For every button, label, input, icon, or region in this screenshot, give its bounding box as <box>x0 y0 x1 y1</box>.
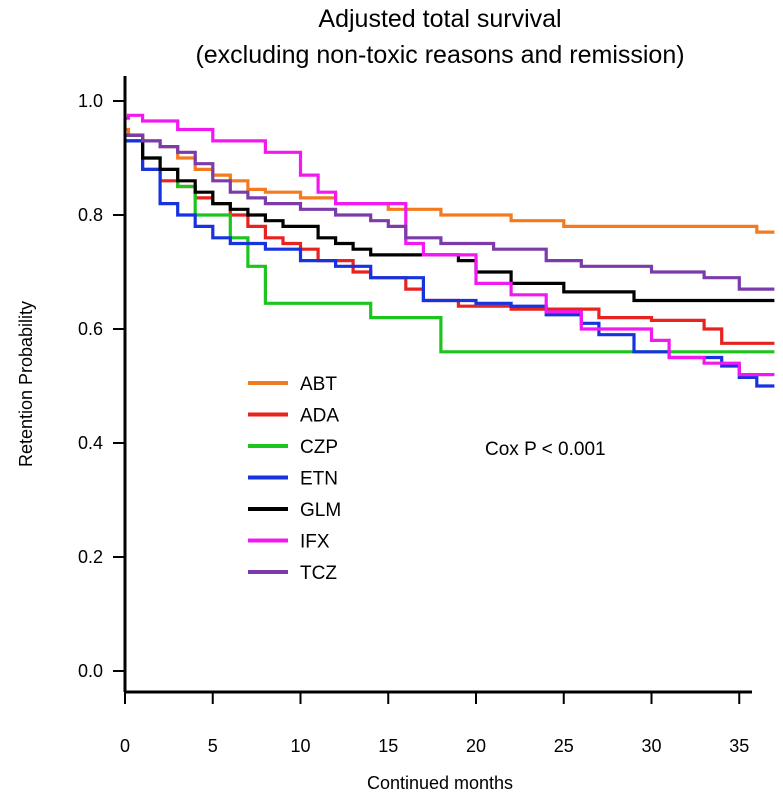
legend-label-tcz: TCZ <box>300 563 337 584</box>
y-tick-label: 0.6 <box>78 319 103 339</box>
x-tick-label: 25 <box>554 736 574 756</box>
series-line-etn <box>125 139 775 388</box>
x-tick-label: 15 <box>378 736 398 756</box>
chart-title-line-1: Adjusted total survival <box>318 5 561 33</box>
x-axis-label: Continued months <box>367 773 513 793</box>
x-tick-label: 30 <box>641 736 661 756</box>
chart-title-line-2: (excluding non-toxic reasons and remissi… <box>195 41 684 69</box>
legend-label-glm: GLM <box>300 500 341 521</box>
legend: ABT ADA CZP ETN GLM IFX TCZ <box>248 374 341 584</box>
plot-area <box>125 113 775 388</box>
y-tick-label: 0.8 <box>78 205 103 225</box>
series-line-ifx <box>125 113 775 377</box>
x-tick-label: 0 <box>120 736 130 756</box>
legend-label-ifx: IFX <box>300 532 330 553</box>
x-axis-ticks: 0 5 10 15 20 25 30 35 <box>120 692 749 756</box>
y-tick-label: 0.2 <box>78 547 103 567</box>
y-tick-label: 1.0 <box>78 91 103 111</box>
legend-label-abt: ABT <box>300 374 337 395</box>
legend-label-etn: ETN <box>300 469 338 490</box>
x-tick-label: 20 <box>466 736 486 756</box>
series-layer <box>125 113 775 388</box>
legend-label-czp: CZP <box>300 437 338 458</box>
y-axis-label: Retention Probability <box>16 301 36 467</box>
y-tick-label: 0.4 <box>78 433 103 453</box>
series-line-tcz <box>125 133 775 291</box>
legend-label-ada: ADA <box>300 406 339 427</box>
x-tick-label: 5 <box>208 736 218 756</box>
x-tick-label: 10 <box>290 736 310 756</box>
x-tick-label: 35 <box>729 736 749 756</box>
y-axis-ticks: 0.0 0.2 0.4 0.6 0.8 1.0 <box>78 91 125 681</box>
cox-p-annotation: Cox P < 0.001 <box>485 439 606 460</box>
series-line-glm <box>125 133 775 303</box>
y-tick-label: 0.0 <box>78 661 103 681</box>
